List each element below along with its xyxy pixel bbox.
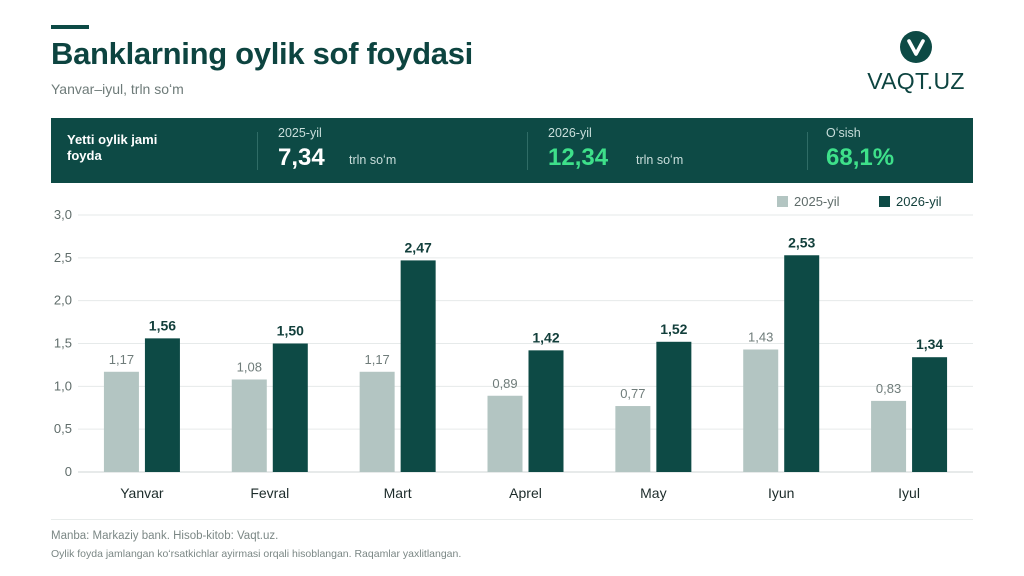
summary-banner: Yetti oylik jami foyda 2025-yil 7,34 trl… bbox=[51, 118, 973, 183]
data-label: 1,52 bbox=[660, 321, 687, 337]
summary-2026-value: 12,34 bbox=[548, 144, 609, 171]
summary-growth-value: 68,1% bbox=[826, 144, 895, 171]
summary-2026-label: 2026-yil bbox=[548, 126, 592, 140]
bar-chart: 0 0,5 1,0 1,5 2,0 2,5 3,0 1,17 1,56 Yanvar 1,08 1,5… bbox=[54, 194, 973, 501]
data-label: 2,47 bbox=[405, 239, 432, 255]
footer-source: Manba: Markaziy bank. Hisob-kitob: Vaqt.… bbox=[51, 530, 279, 542]
x-tick-label: May bbox=[640, 485, 666, 501]
footer-note: Oylik foyda jamlangan koʻrsatkichlar ayi… bbox=[51, 548, 462, 560]
summary-2025-unit: trln soʻm bbox=[349, 153, 397, 167]
legend-swatch bbox=[777, 196, 788, 207]
bar-2026 bbox=[144, 338, 180, 472]
summary-label: Yetti oylik jami foyda bbox=[67, 132, 158, 163]
y-tick-label: 3,0 bbox=[54, 207, 72, 222]
legend-label: 2026-yil bbox=[896, 194, 942, 209]
legend-swatch bbox=[879, 196, 890, 207]
data-label: 1,17 bbox=[364, 352, 389, 367]
summary-growth-label: Oʻsish bbox=[826, 126, 861, 140]
bar-2026 bbox=[784, 255, 820, 472]
summary-2025-value: 7,34 bbox=[278, 144, 325, 171]
data-label: 1,42 bbox=[532, 329, 559, 345]
data-label: 1,08 bbox=[237, 359, 262, 374]
data-label: 1,50 bbox=[277, 323, 304, 339]
data-label: 0,83 bbox=[876, 381, 901, 396]
x-tick-label: Yanvar bbox=[120, 485, 164, 501]
y-tick-label: 0,5 bbox=[54, 421, 72, 436]
summary-divider bbox=[527, 132, 528, 170]
data-label: 0,89 bbox=[492, 376, 517, 391]
v-check-icon bbox=[900, 31, 932, 63]
data-label: 1,43 bbox=[748, 329, 773, 344]
data-label: 0,77 bbox=[620, 386, 645, 401]
bar-2025 bbox=[231, 379, 267, 472]
bar-2025 bbox=[615, 406, 651, 472]
y-tick-label: 1,5 bbox=[54, 336, 72, 351]
bar-2026 bbox=[528, 350, 564, 472]
summary-2026-unit: trln soʻm bbox=[636, 153, 684, 167]
y-tick-label: 0 bbox=[65, 464, 72, 479]
x-tick-label: Mart bbox=[384, 485, 412, 501]
y-tick-label: 1,0 bbox=[54, 378, 72, 393]
data-label: 1,56 bbox=[149, 317, 176, 333]
summary-divider bbox=[807, 132, 808, 170]
brand-logo-text: VAQT.UZ bbox=[867, 68, 965, 94]
summary-2025-label: 2025-yil bbox=[278, 126, 322, 140]
bar-2026 bbox=[656, 341, 692, 472]
bar-2026 bbox=[272, 343, 308, 472]
bar-2025 bbox=[103, 371, 139, 472]
legend-label: 2025-yil bbox=[794, 194, 840, 209]
data-label: 1,17 bbox=[109, 352, 134, 367]
bar-2026 bbox=[400, 260, 436, 472]
summary-divider bbox=[257, 132, 258, 170]
data-label: 1,34 bbox=[916, 336, 943, 352]
x-tick-label: Iyul bbox=[898, 485, 920, 501]
bar-2025 bbox=[487, 395, 523, 472]
title-accent-line bbox=[51, 25, 89, 29]
footer-divider bbox=[51, 519, 973, 520]
page-title: Banklarning oylik sof foydasi bbox=[51, 36, 473, 71]
bar-2026 bbox=[912, 357, 948, 472]
bar-2025 bbox=[871, 400, 907, 472]
x-tick-label: Iyun bbox=[768, 485, 794, 501]
x-tick-label: Aprel bbox=[509, 485, 542, 501]
data-label: 2,53 bbox=[788, 234, 815, 250]
brand-logo[interactable]: VAQT.UZ bbox=[858, 31, 974, 95]
bar-2025 bbox=[743, 349, 779, 472]
y-tick-label: 2,5 bbox=[54, 250, 72, 265]
y-tick-label: 2,0 bbox=[54, 293, 72, 308]
page-subtitle: Yanvar–iyul, trln soʻm bbox=[51, 81, 184, 97]
x-tick-label: Fevral bbox=[250, 485, 289, 501]
bar-2025 bbox=[359, 371, 395, 472]
